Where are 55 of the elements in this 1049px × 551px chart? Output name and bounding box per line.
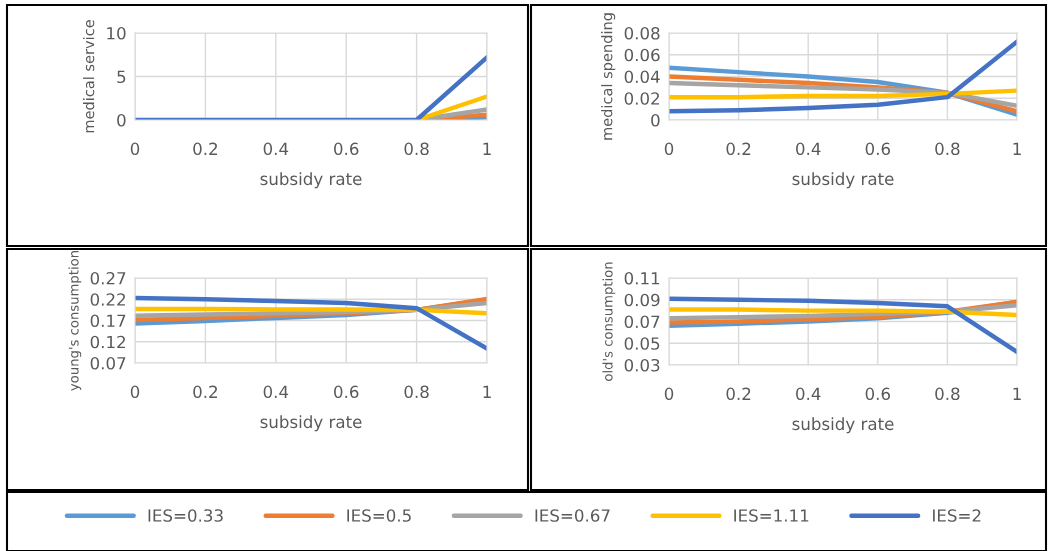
x-tick-label: 0.8 [404,385,429,399]
y-axis-title: old's consumption [602,262,616,381]
x-tick-label: 1 [1013,142,1021,155]
legend-label: IES=1.11 [734,509,809,522]
y-tick-label: 0.07 [624,315,660,329]
legend-label: IES=0.67 [535,509,610,522]
legend-label: IES=0.33 [148,509,223,522]
y-tick-label: 0.12 [90,335,125,349]
x-tick-label: 0.4 [263,142,289,156]
y-axis-title: young's consumption [68,251,82,391]
x-tick-label: 1 [483,142,491,155]
y-tick-label: 0.11 [624,271,660,285]
y-tick-label: 0.22 [90,293,125,306]
legend-label: IES=0.5 [347,509,411,522]
x-tick-label: 0.2 [193,385,217,399]
x-tick-label: 0.2 [193,142,217,156]
y-tick-label: 0.06 [624,48,660,62]
x-tick-label: 0.2 [726,142,751,156]
x-tick-label: 0.6 [865,142,890,156]
y-tick-label: 0 [651,113,660,127]
x-tick-label: 1 [483,385,491,398]
x-tick-label: 0 [664,387,674,401]
x-axis-title: subsidy rate [792,172,894,189]
y-tick-label: 0.27 [90,271,126,285]
y-tick-label: 0.09 [624,293,660,307]
y-tick-label: 0.02 [624,92,659,105]
x-tick-label: 0.2 [726,387,751,401]
x-tick-label: 0 [130,142,140,156]
y-tick-label: 10 [107,26,126,40]
x-tick-label: 0 [664,142,674,156]
x-tick-label: 0.6 [334,142,359,156]
y-tick-label: 0 [117,113,126,127]
y-tick-label: 0.07 [90,356,126,370]
x-tick-label: 0.4 [796,142,821,156]
x-tick-label: 0.8 [935,142,960,156]
y-axis-title: medical spending [601,13,616,140]
x-tick-label: 0.8 [935,387,960,401]
x-tick-label: 0.4 [796,387,821,401]
x-axis-title: subsidy rate [260,172,362,189]
y-tick-label: 0.03 [624,358,660,372]
x-tick-label: 0.8 [404,142,429,156]
y-tick-label: 0.05 [624,337,660,350]
y-tick-label: 0.08 [624,26,660,40]
x-axis-title: subsidy rate [260,415,362,432]
y-axis-title: medical service [83,20,95,133]
x-tick-label: 0.6 [334,385,359,399]
legend-label: IES=2 [933,509,981,522]
x-axis-title: subsidy rate [792,417,894,434]
x-tick-label: 1 [1013,387,1021,400]
x-tick-label: 0.6 [865,387,890,401]
x-tick-label: 0.4 [263,385,289,399]
y-tick-label: 0.17 [90,314,126,328]
y-tick-label: 0.04 [624,70,660,84]
y-tick-label: 5 [117,70,126,84]
x-tick-label: 0 [130,385,140,399]
